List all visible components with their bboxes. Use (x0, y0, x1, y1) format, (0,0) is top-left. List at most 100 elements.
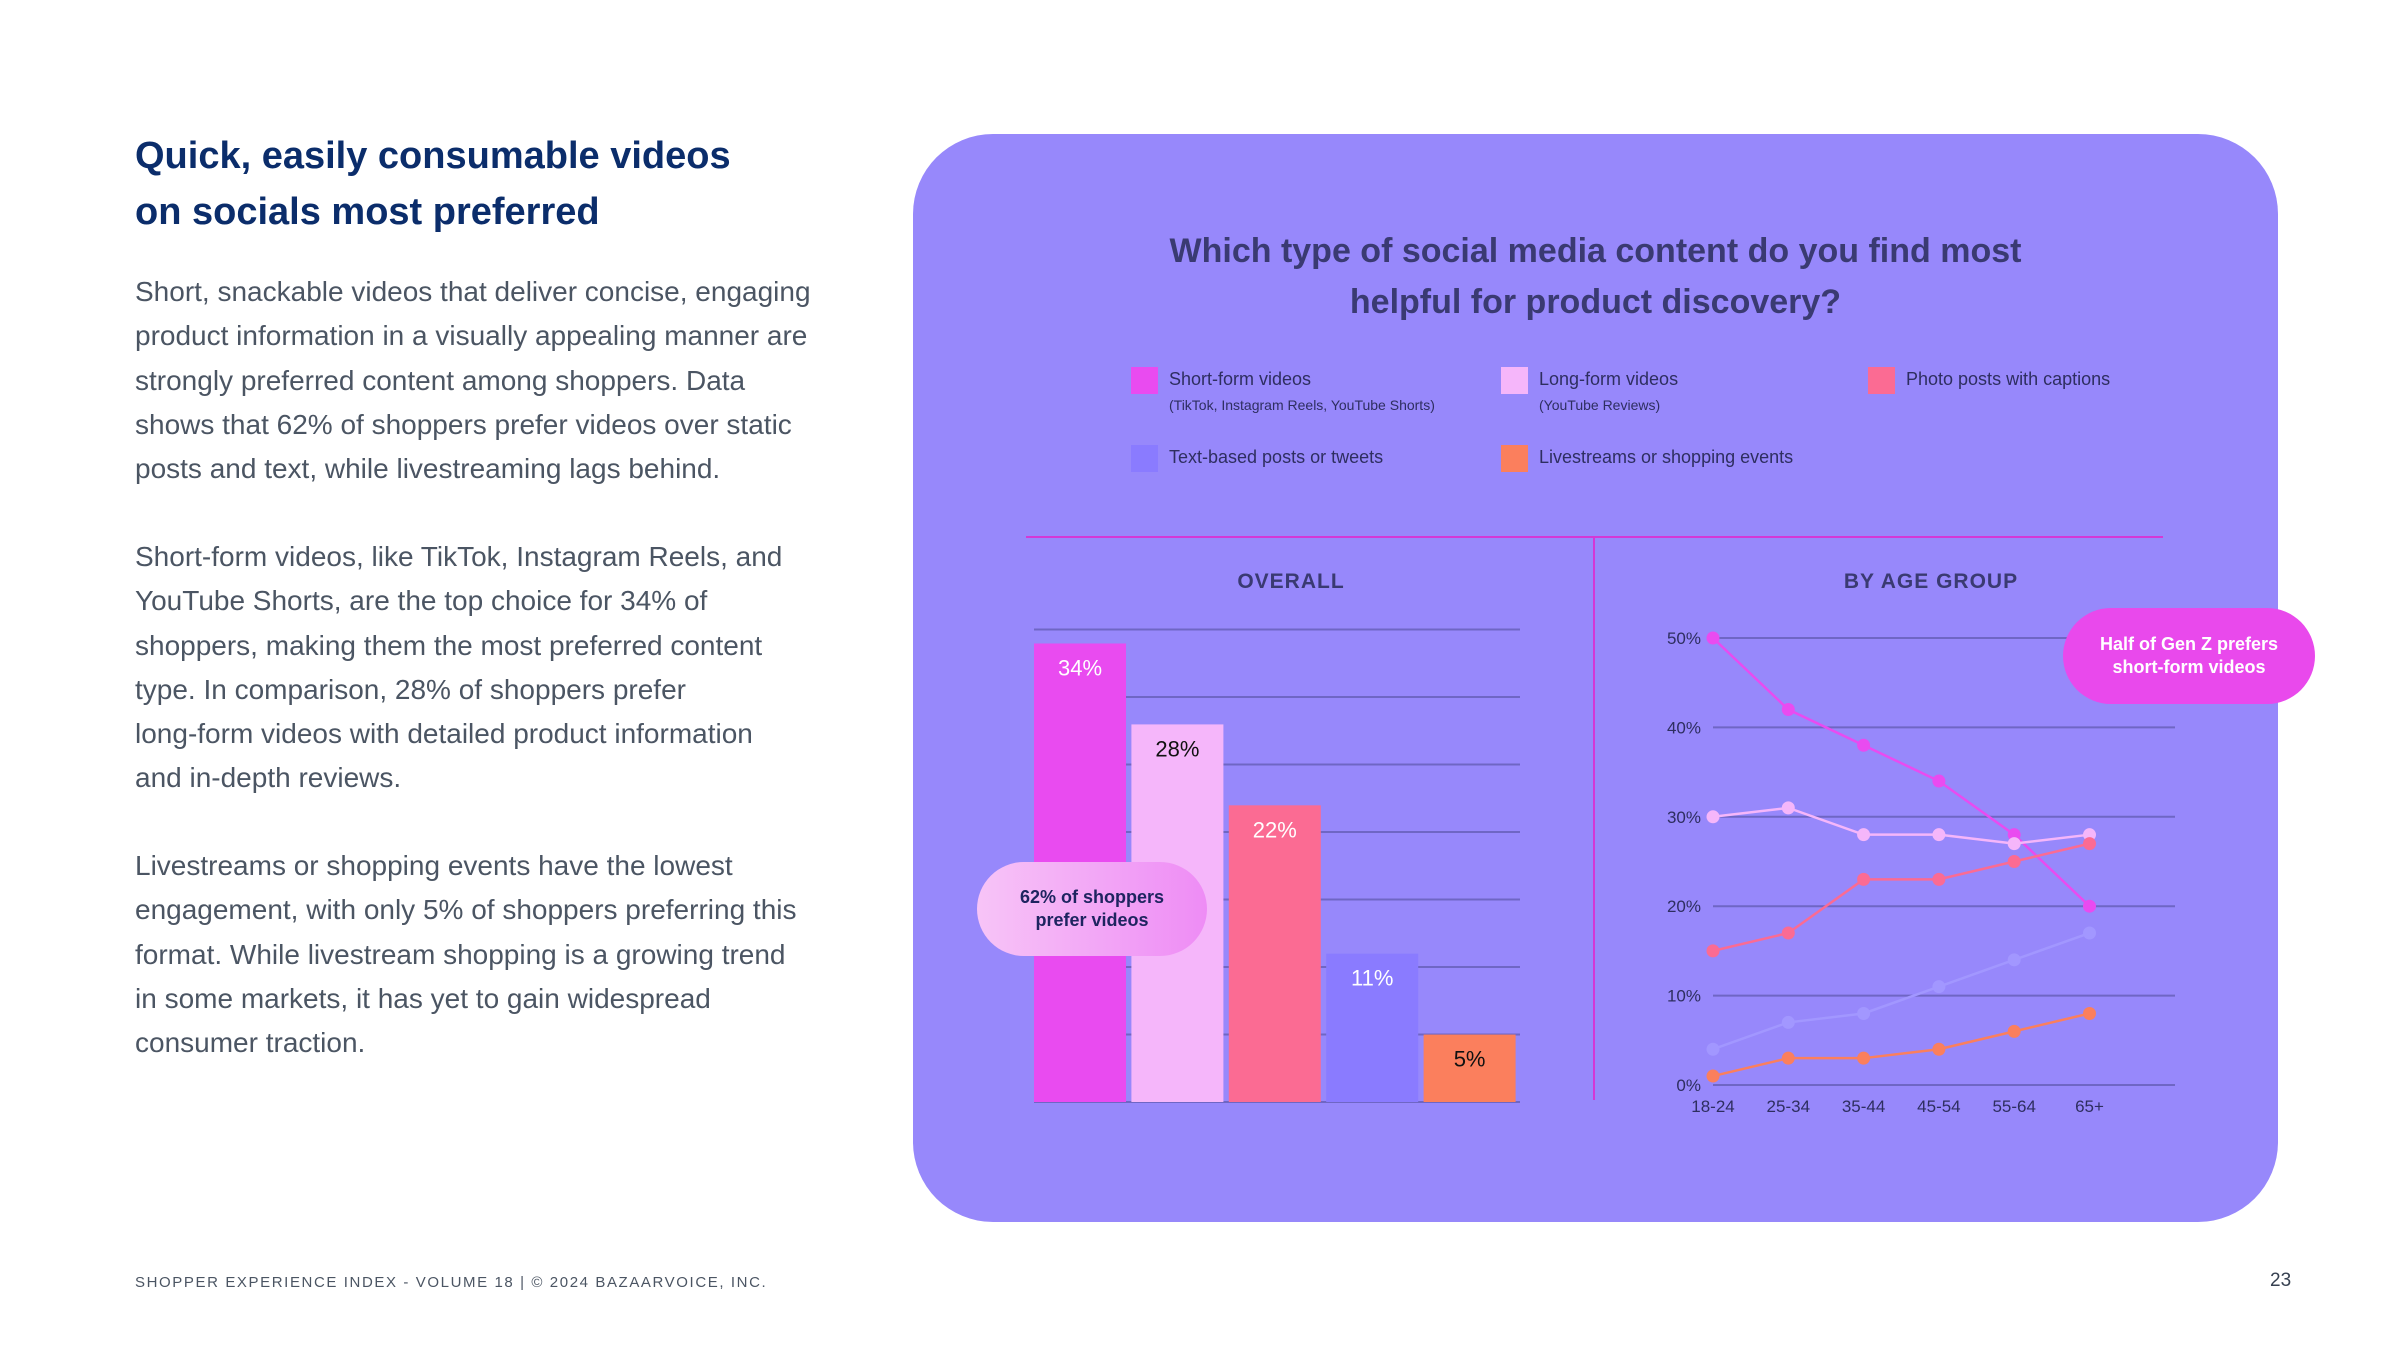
paragraph-line: engagement, with only 5% of shoppers pre… (135, 894, 797, 926)
series-point (1781, 926, 1795, 940)
x-tick-label: 65+ (2075, 1097, 2104, 1116)
paragraph-line: Short, snackable videos that deliver con… (135, 276, 811, 307)
paragraph-intro: Short, snackable videos that deliver con… (135, 270, 835, 491)
paragraph-line: shows that 62% of shoppers prefer videos… (135, 408, 792, 440)
callout-gen-z-line-2: short-form videos (2112, 657, 2266, 677)
heading-line-2: on socials most preferred (135, 191, 600, 233)
callout-overall: 62% of shoppers prefer videos (977, 862, 1207, 956)
paragraph-line: type. In comparison, 28% of shoppers pre… (135, 673, 686, 705)
page-number: 23 (2270, 1270, 2292, 1291)
paragraph-line: format. While livestream shopping is a g… (135, 938, 786, 970)
series-point (2083, 1006, 2096, 1020)
series-point (1706, 944, 1720, 958)
paragraph-line: product information in a visually appeal… (135, 320, 808, 352)
heading-line-1: Quick, easily consumable videos (135, 135, 731, 177)
paragraph-line: and in-depth reviews. (135, 762, 402, 794)
page-heading: Quick, easily consumable videos on socia… (135, 128, 835, 240)
bar-5 (1423, 1034, 1516, 1102)
chart-question: Which type of social media content do yo… (913, 226, 2278, 328)
series-point (1706, 1069, 1720, 1083)
series-point (1857, 738, 1871, 752)
paragraph-line: Short-form videos, like TikTok, Instagra… (135, 541, 783, 572)
series-point (2007, 1024, 2021, 1038)
series-point (1932, 1042, 1946, 1056)
series-point (2083, 926, 2096, 940)
legend-label: Photo posts with captions (1906, 369, 2111, 389)
paragraph-line: long-form videos with detailed product i… (135, 718, 753, 750)
series-point (1932, 872, 1946, 886)
overall-title: OVERALL (1237, 570, 1345, 593)
paragraph-line: Livestreams or shopping events have the … (135, 850, 733, 881)
x-tick-label: 25-34 (1767, 1097, 1810, 1116)
series-point (1932, 828, 1946, 842)
series-point (1781, 801, 1795, 815)
series-point (2007, 828, 2021, 842)
series-point (1857, 1051, 1871, 1065)
legend-swatch (1868, 367, 1895, 394)
charts-svg: 34% 28% 22% 11% 5% 0% 10% 20% 30% 40% 50% 18-24 25-3… (1034, 628, 2175, 1116)
x-tick-label: 35-44 (1842, 1097, 1885, 1116)
paragraph-line: consumer traction. (135, 1027, 366, 1059)
series-point (1781, 1051, 1795, 1065)
paragraph-line: strongly preferred content among shopper… (135, 364, 746, 396)
series-point (2007, 953, 2021, 967)
age-group-title: BY AGE GROUP (1843, 570, 2019, 593)
legend-swatch (1131, 367, 1158, 394)
bar-value-label: 34% (1058, 655, 1102, 680)
paragraph-line: posts and text, while livestreaming lags… (135, 453, 721, 485)
series-point (1857, 1006, 1871, 1020)
legend-swatch (1131, 445, 1158, 472)
legend-swatch (1501, 445, 1528, 472)
series-point (1932, 980, 1946, 994)
paragraph-line: in some markets, it has yet to gain wide… (135, 982, 711, 1014)
series-point (1857, 872, 1871, 886)
callout-gen-z: Half of Gen Z prefers short-form videos (2063, 608, 2315, 704)
y-tick-label: 40% (1667, 718, 1701, 737)
x-tick-label: 55-64 (1992, 1097, 2035, 1116)
legend-label: Long-form videos (1539, 369, 1679, 389)
bar-value-label: 5% (1454, 1047, 1486, 1072)
footer-text: SHOPPER EXPERIENCE INDEX - VOLUME 18 | ©… (135, 1274, 768, 1291)
divider-vertical (1593, 538, 1595, 1100)
x-tick-label: 45-54 (1917, 1097, 1960, 1116)
paragraph-line: YouTube Shorts, are the top choice for 3… (135, 585, 708, 617)
paragraph-line: shoppers, making them the most preferred… (135, 629, 763, 661)
series-point (2007, 855, 2021, 868)
legend-swatch (1501, 367, 1528, 394)
callout-overall-line-1: 62% of shoppers (1019, 887, 1165, 907)
y-tick-label: 20% (1667, 897, 1701, 916)
paragraph-short-form: Short-form videos, like TikTok, Instagra… (135, 535, 835, 801)
legend-label: Livestreams or shopping events (1539, 447, 1794, 467)
series-point (1932, 774, 1946, 788)
bar-value-label: 11% (1351, 966, 1393, 991)
bar-value-label: 28% (1155, 736, 1199, 761)
series-point (2083, 828, 2096, 842)
bar-value-label: 22% (1253, 817, 1297, 842)
series-line-3 (1712, 842, 2090, 953)
series-point (1706, 631, 1720, 645)
question-line-2: helpful for product discovery? (1349, 283, 1842, 321)
y-tick-label: 30% (1667, 808, 1701, 827)
series-line-2 (1712, 806, 2090, 845)
series-line-1 (1712, 637, 2091, 908)
callout-overall-line-2: prefer videos (1035, 910, 1149, 930)
series-point (1781, 703, 1795, 717)
series-point (2083, 837, 2096, 851)
bar-4 (1326, 953, 1419, 1102)
series-point (1706, 1042, 1720, 1056)
legend-label: Short-form videos (1169, 369, 1312, 389)
legend-label: Text-based posts or tweets (1169, 447, 1384, 467)
series-point (1781, 1015, 1795, 1029)
series-line-5 (1712, 1012, 2090, 1078)
bar-3 (1228, 805, 1321, 1102)
callout-gen-z-line-1: Half of Gen Z prefers (2099, 634, 2279, 654)
series-point (1857, 828, 1871, 842)
series-line-4 (1712, 931, 2090, 1051)
y-tick-label: 50% (1667, 629, 1701, 648)
y-tick-label: 10% (1667, 987, 1701, 1006)
legend-sublabel: (YouTube Reviews) (1539, 397, 1661, 413)
x-tick-label: 18-24 (1691, 1097, 1734, 1116)
legend-sublabel: (TikTok, Instagram Reels, YouTube Shorts… (1169, 397, 1435, 413)
series-point (2083, 899, 2096, 913)
series-point (2007, 837, 2021, 851)
